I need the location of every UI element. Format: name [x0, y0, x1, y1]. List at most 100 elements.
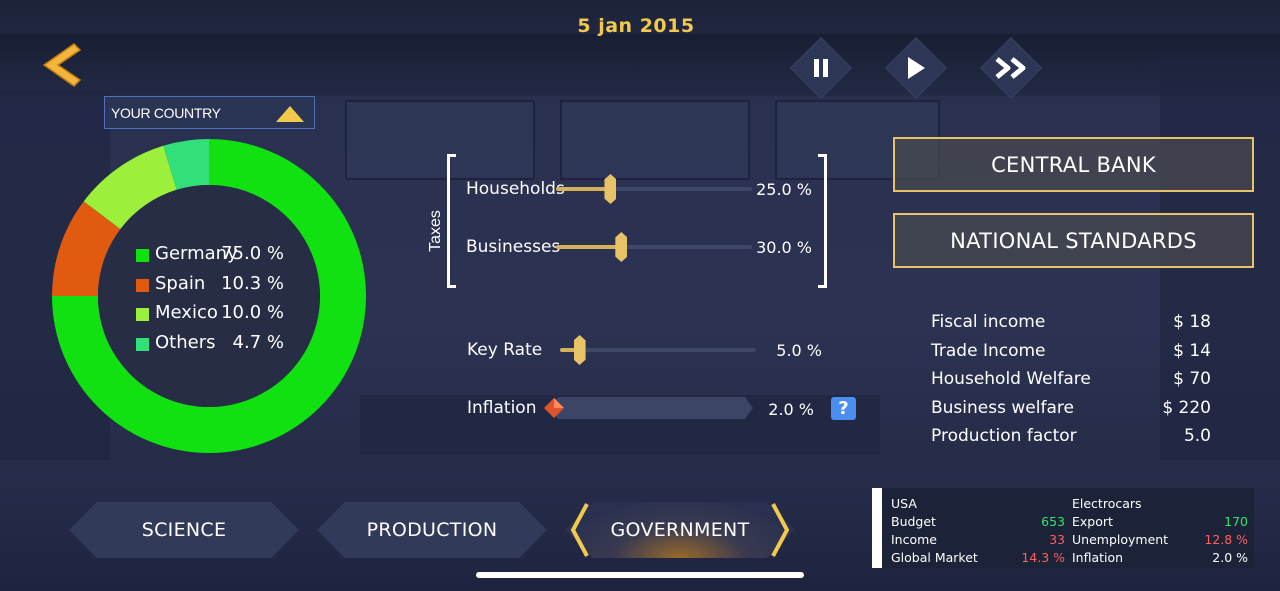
donut-slice-germany — [52, 139, 366, 453]
info-export-value: 170 — [1224, 514, 1248, 529]
taxes-bracket-right — [818, 154, 827, 288]
legend-item: Germany 75.0 % — [136, 243, 296, 273]
stat-row: Household Welfare $ 70 — [931, 365, 1211, 394]
central-bank-button[interactable]: CENTRAL BANK — [893, 137, 1254, 192]
donut-slice-spain — [52, 201, 121, 296]
legend-value: 10.3 % — [221, 272, 284, 294]
legend-label: Spain — [155, 272, 206, 294]
info-unemployment-value: 12.8 % — [1204, 532, 1248, 547]
back-arrow-icon — [42, 43, 82, 87]
legend-label: Germany — [155, 243, 238, 264]
households-tax-fill — [556, 187, 611, 191]
gem-icon — [544, 398, 564, 418]
chart-legend: Germany 75.0 % Spain 10.3 % Mexico 10.0 … — [136, 243, 296, 361]
info-country: USA — [891, 496, 917, 511]
pause-icon — [814, 59, 828, 77]
inflation-help-button[interactable]: ? — [831, 397, 856, 420]
key-rate-slider[interactable] — [560, 348, 756, 352]
info-product: Electrocars — [1072, 496, 1142, 511]
legend-swatch — [136, 337, 149, 351]
home-indicator[interactable] — [476, 572, 804, 578]
country-dropdown[interactable]: YOUR COUNTRY — [104, 96, 315, 129]
key-rate-value: 5.0 % — [776, 341, 822, 360]
national-standards-button[interactable]: NATIONAL STANDARDS — [893, 213, 1254, 268]
key-rate-fill — [560, 348, 580, 352]
businesses-tax-slider[interactable] — [556, 245, 752, 249]
legend-swatch — [136, 278, 149, 292]
businesses-tax-fill — [556, 245, 622, 249]
background-screen — [560, 100, 750, 180]
tab-science[interactable]: SCIENCE — [69, 502, 299, 558]
donut-slice-mexico — [83, 145, 177, 230]
inflation-label: Inflation — [467, 398, 537, 418]
inflation-value: 2.0 % — [768, 400, 814, 419]
legend-swatch — [136, 308, 149, 321]
stat-label: Production factor — [931, 426, 1077, 447]
game-date: 5 jan 2015 — [577, 15, 695, 37]
info-inflation-label: Inflation — [1072, 550, 1124, 565]
stat-row: Production factor 5.0 — [931, 422, 1211, 451]
key-rate-slider-thumb[interactable] — [573, 335, 586, 365]
pause-button[interactable] — [790, 37, 852, 99]
households-tax-label: Households — [466, 179, 565, 199]
businesses-tax-label: Businesses — [466, 237, 561, 257]
stat-row: Fiscal income $ 18 — [931, 308, 1211, 337]
tab-label: SCIENCE — [141, 519, 227, 541]
taxes-bracket-left — [447, 154, 456, 288]
info-market-value: 14.3 % — [1021, 550, 1065, 565]
businesses-tax-slider-thumb[interactable] — [615, 232, 628, 262]
legend-swatch — [136, 249, 149, 262]
stat-value: $ 14 — [1173, 340, 1211, 361]
fast-forward-icon — [995, 57, 1026, 79]
fast-forward-button[interactable] — [980, 37, 1042, 99]
info-income-value: 33 — [1049, 532, 1065, 547]
play-button[interactable] — [885, 37, 947, 99]
tab-label: GOVERNMENT — [610, 519, 750, 541]
info-budget-label: Budget — [891, 514, 936, 529]
taxes-label: Taxes — [427, 210, 444, 252]
stat-row: Trade Income $ 14 — [931, 337, 1211, 366]
households-tax-value: 25.0 % — [756, 180, 812, 199]
stat-label: Business welfare — [931, 397, 1074, 418]
back-button[interactable] — [40, 42, 84, 88]
info-market-label: Global Market — [891, 550, 978, 565]
legend-value: 10.0 % — [221, 302, 284, 323]
economy-stats: Fiscal income $ 18 Trade Income $ 14 Hou… — [931, 308, 1211, 451]
country-dropdown-label: YOUR COUNTRY — [111, 105, 221, 121]
stat-label: Fiscal income — [931, 312, 1046, 332]
legend-label: Others — [155, 331, 216, 353]
tab-production[interactable]: PRODUCTION — [317, 502, 547, 558]
inflation-bar — [546, 397, 753, 419]
legend-value: 4.7 % — [232, 331, 284, 353]
stat-value: $ 70 — [1173, 369, 1211, 390]
key-rate-label: Key Rate — [467, 340, 543, 360]
businesses-tax-value: 30.0 % — [756, 238, 812, 257]
donut-slice-others — [163, 139, 209, 190]
stat-row: Business welfare $ 220 — [931, 394, 1211, 423]
info-export-label: Export — [1072, 514, 1113, 529]
country-info-panel: USA Budget 653 Income 33 Global Market 1… — [872, 488, 1254, 568]
stat-value: $ 18 — [1173, 312, 1211, 332]
question-mark-icon: ? — [838, 398, 849, 419]
legend-item: Others 4.7 % — [136, 332, 296, 362]
triangle-up-icon — [276, 106, 304, 122]
legend-value: 75.0 % — [221, 243, 284, 264]
chevron-left-icon — [570, 503, 589, 557]
stat-label: Trade Income — [931, 340, 1046, 361]
households-tax-slider-thumb[interactable] — [604, 174, 617, 204]
legend-item: Spain 10.3 % — [136, 273, 296, 303]
tab-government[interactable]: GOVERNMENT — [565, 502, 795, 558]
info-inflation-value: 2.0 % — [1212, 550, 1248, 565]
info-income-label: Income — [891, 532, 937, 547]
chevron-right-icon — [771, 503, 790, 557]
stat-value: 5.0 — [1183, 426, 1211, 447]
households-tax-slider[interactable] — [556, 187, 752, 191]
tab-label: PRODUCTION — [366, 519, 498, 541]
info-unemployment-label: Unemployment — [1072, 532, 1169, 547]
stat-label: Household Welfare — [931, 369, 1091, 390]
legend-label: Mexico — [155, 302, 218, 323]
stat-value: $ 220 — [1162, 397, 1211, 418]
play-icon — [908, 57, 925, 79]
legend-item: Mexico 10.0 % — [136, 302, 296, 332]
background-screen — [345, 100, 535, 180]
